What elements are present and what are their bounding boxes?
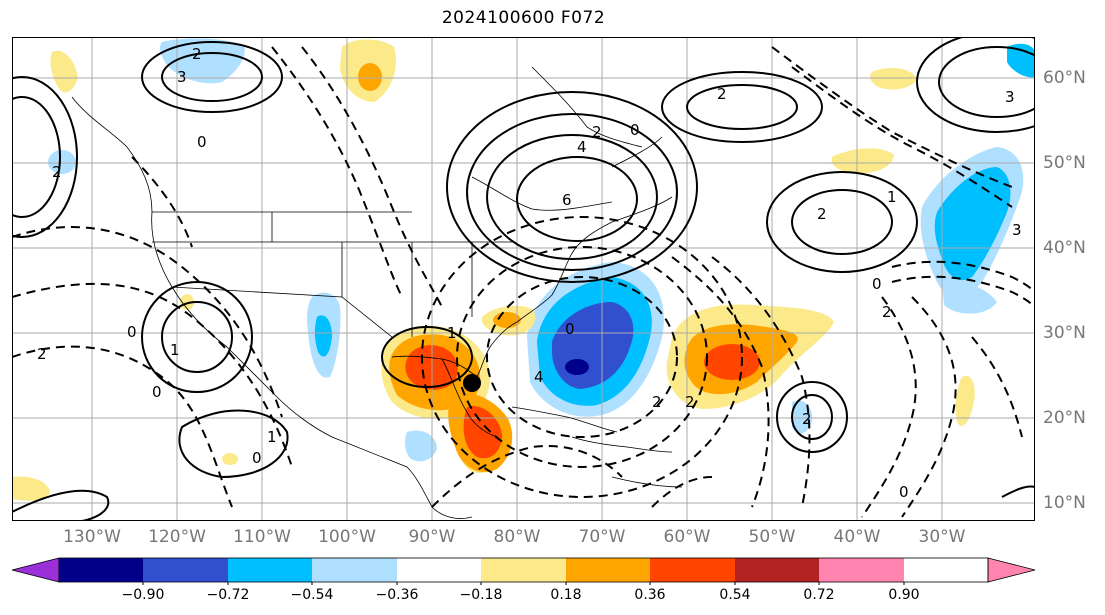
colorbar-tick-label: 0.54: [719, 587, 751, 603]
lon-label: 110°W: [233, 527, 291, 547]
lon-label: 30°W: [918, 527, 966, 547]
contour-label: 2: [882, 303, 892, 321]
lon-label: 70°W: [578, 527, 626, 547]
contour-label: 3: [1005, 88, 1015, 106]
colorbar-cell: [987, 557, 1036, 583]
contour-label: 2: [802, 410, 812, 428]
contour-label: 4: [534, 368, 544, 386]
contour-label: 0: [252, 449, 262, 467]
map-title: 2024100600 F072: [441, 8, 606, 28]
lon-label: 60°W: [663, 527, 711, 547]
contour-label: 0: [899, 483, 909, 501]
colorbar-tick-label: −0.90: [121, 587, 165, 603]
colorbar-cell: [566, 558, 650, 582]
contour-label: 3: [1012, 221, 1022, 239]
colorbar-tick-label: 0.90: [888, 587, 920, 603]
contour-label: 2: [717, 85, 727, 103]
storm-center-marker: [463, 374, 481, 392]
contour-label: 1: [447, 324, 457, 342]
colorbar-tick-label: −0.54: [290, 587, 334, 603]
colorbar-cell: [650, 558, 735, 582]
contour-label: 1: [267, 428, 277, 446]
lat-label: 10°N: [1043, 493, 1086, 513]
contour-label: 0: [152, 383, 162, 401]
contour-label: 3: [177, 68, 187, 86]
lon-label: 50°W: [748, 527, 796, 547]
contour-label: 0: [565, 320, 575, 338]
lon-label: 40°W: [833, 527, 881, 547]
lon-label: 90°W: [408, 527, 456, 547]
negative-contours: [12, 46, 1035, 518]
contour-label: 1: [887, 188, 897, 206]
colorbar-tick-label: 0.36: [634, 587, 666, 603]
colorbar-cell: [312, 558, 397, 582]
contour-labels: 2 3 0 2 6 2 0 4 2 3 1 2 0 2 0 1 2 0 1 0 …: [37, 45, 1022, 501]
colorbar-tick-label: −0.18: [459, 587, 503, 603]
contour-label: 0: [127, 323, 137, 341]
map-plot: 2 3 0 2 6 2 0 4 2 3 1 2 0 2 0 1 2 0 1 0 …: [12, 37, 1035, 521]
contour-label: 2: [592, 123, 602, 141]
lon-label: 120°W: [148, 527, 206, 547]
contour-label: 6: [562, 191, 572, 209]
lon-label: 130°W: [63, 527, 121, 547]
colorbar-cell: [735, 558, 819, 582]
lon-label: 100°W: [318, 527, 376, 547]
lat-label: 30°N: [1043, 323, 1086, 343]
colorbar-tick-label: −0.72: [206, 587, 250, 603]
lat-label: 50°N: [1043, 153, 1086, 173]
lat-label: 40°N: [1043, 238, 1086, 258]
positive-contours: [12, 37, 1035, 521]
contour-label: 2: [817, 205, 827, 223]
colorbar-cell: [819, 558, 904, 582]
colorbar-cell: [143, 558, 228, 582]
contour-label: 2: [52, 163, 62, 181]
colorbar-tick-label: 0.72: [803, 587, 835, 603]
colorbar-cell: [228, 558, 312, 582]
contour-label: 1: [170, 341, 180, 359]
lon-label: 80°W: [493, 527, 541, 547]
contour-label: 2: [652, 393, 662, 411]
colorbar-frame: [58, 557, 989, 583]
colorbar: [11, 557, 1036, 585]
contour-label: 2: [685, 393, 695, 411]
lat-label: 60°N: [1043, 68, 1086, 88]
colorbar-tick-label: 0.18: [550, 587, 582, 603]
contour-label: 0: [872, 275, 882, 293]
colorbar-cell: [397, 558, 481, 582]
colorbar-cell: [11, 557, 60, 583]
contour-label: 0: [197, 133, 207, 151]
colorbar-cell: [59, 558, 143, 582]
colorbar-tick-label: −0.36: [375, 587, 419, 603]
lat-label: 20°N: [1043, 408, 1086, 428]
colorbar-cell: [481, 558, 566, 582]
contour-label: 2: [37, 345, 47, 363]
map-frame: [12, 37, 1035, 521]
contour-label: 2: [192, 45, 202, 63]
contour-label: 0: [630, 121, 640, 139]
coastlines: [71, 66, 683, 519]
shaded-anomalies: [12, 38, 1035, 501]
contour-label: 4: [577, 138, 587, 156]
